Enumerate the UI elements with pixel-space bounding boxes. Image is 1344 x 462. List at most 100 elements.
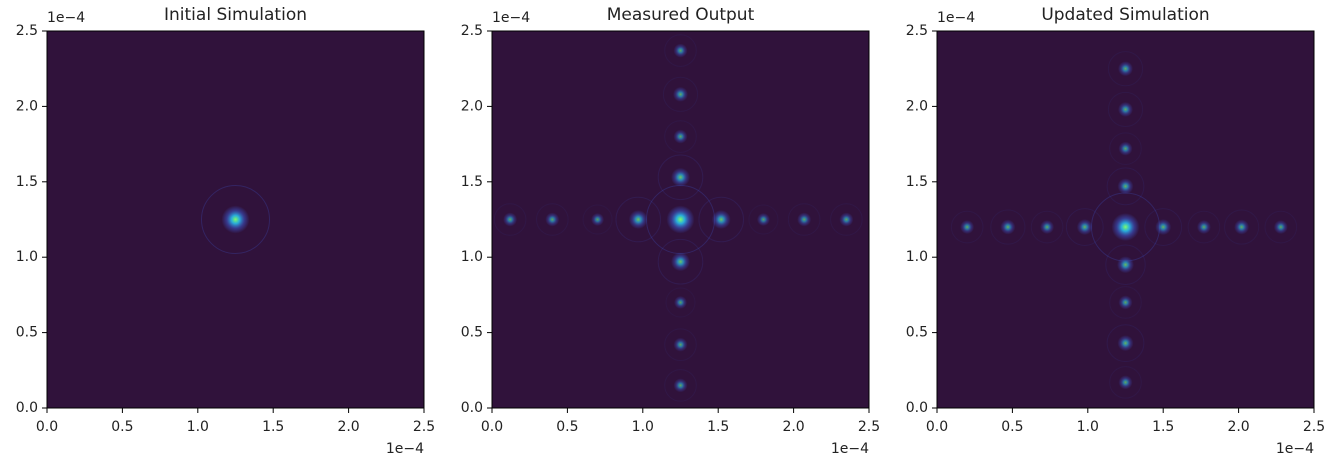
x-tick-label: 1.5 [707,419,729,435]
peak [671,252,690,272]
peak [1118,375,1133,390]
peak [839,212,854,227]
peak [673,337,688,352]
peak [960,220,975,235]
halo-ring [657,238,704,285]
y-tick-label: 0.5 [906,325,928,341]
halo-ring [787,203,821,236]
peak [1273,220,1288,235]
halo-ring [1109,286,1142,319]
x-tick-label: 2.5 [858,419,880,435]
halo-ring [1030,210,1064,244]
halo-ring [582,204,613,235]
peak [628,210,648,229]
halo-ring [1106,324,1145,363]
x-offset-label: 1e−4 [831,441,869,457]
axes-frame [46,30,425,409]
peak [673,129,688,144]
x-tick-label: 2.0 [782,419,804,435]
y-offset-label: 1e−4 [47,10,85,26]
peak [797,212,812,227]
chart-title: Initial Simulation [164,5,307,25]
y-tick-label: 2.0 [461,98,483,114]
halo-ring [662,76,699,112]
halo-ring [698,196,745,243]
peak [711,210,731,229]
x-tick-label: 1.0 [632,419,654,435]
peak [1111,213,1140,242]
peak [674,295,687,309]
y-offset-label: 1e−4 [937,10,975,26]
peak [756,213,770,226]
peak [1118,295,1133,310]
halo-ring [1144,208,1183,246]
halo-ring [1187,210,1221,244]
chart-title: Measured Output [607,5,755,25]
x-tick-label: 0.0 [36,419,58,435]
y-tick-label: 0.5 [461,325,483,341]
y-tick-label: 2.5 [16,23,38,39]
halo-ring [493,203,527,236]
x-tick-label: 1.0 [1077,419,1099,435]
y-tick-label: 1.0 [16,249,38,265]
peak [545,212,560,227]
y-tick-label: 0.0 [16,400,38,416]
halo-ring [664,328,697,361]
halo-ring [665,287,696,318]
peaks [493,34,863,402]
y-tick-label: 0.0 [906,400,928,416]
x-tick-label: 2.0 [1227,419,1249,435]
y-tick-label: 1.0 [906,249,928,265]
halo-ring [664,34,697,67]
y-tick-label: 1.0 [461,249,483,265]
y-tick-label: 0.0 [461,400,483,416]
halo-ring [201,185,270,254]
peak [1196,220,1211,235]
halo-ring [1107,91,1144,128]
x-tick-label: 0.0 [926,419,948,435]
x-tick-label: 1.0 [187,419,209,435]
peak [666,205,695,234]
halo-ring [1105,244,1146,285]
peak [1040,220,1055,235]
halo-ring [1107,51,1144,87]
halo-ring [748,204,779,235]
halo-ring [990,209,1026,245]
peak [1118,61,1133,77]
peak [673,378,688,393]
y-tick-label: 2.0 [16,98,38,114]
y-offset-label: 1e−4 [492,10,530,26]
peaks [201,185,270,254]
y-tick-label: 1.5 [906,174,928,190]
peaks [950,51,1298,399]
halo-ring [664,369,697,402]
y-tick-label: 1.5 [461,174,483,190]
peak [673,86,688,102]
peak [671,167,690,187]
x-tick-label: 2.5 [1303,419,1325,435]
peak [221,205,250,234]
peak [673,43,688,58]
peak [1117,335,1134,352]
x-tick-label: 2.0 [337,419,359,435]
halo-ring [536,203,569,236]
halo-ring [1264,210,1298,244]
y-tick-label: 2.5 [906,23,928,39]
x-tick-label: 0.0 [481,419,503,435]
peak [1076,219,1093,236]
y-tick-label: 2.0 [906,98,928,114]
peak [1000,219,1016,235]
halo-ring [1106,167,1145,206]
chart-title: Updated Simulation [1041,5,1209,25]
halo-ring [950,210,984,244]
x-tick-label: 0.5 [556,419,578,435]
peak [1117,256,1134,274]
panel: 0.0 0.5 1.0 1.5 2.0 2.5 0.0 0.5 1.0 1.5 2.0 2.5 1e−4… [461,5,880,457]
halo-ring [1109,366,1142,399]
peak [503,212,518,227]
x-tick-label: 2.5 [413,419,435,435]
y-tick-label: 2.5 [461,23,483,39]
x-tick-label: 1.5 [262,419,284,435]
panel: 0.0 0.5 1.0 1.5 2.0 2.5 0.0 0.5 1.0 1.5 2.0 2.5 1e−4… [906,5,1325,457]
